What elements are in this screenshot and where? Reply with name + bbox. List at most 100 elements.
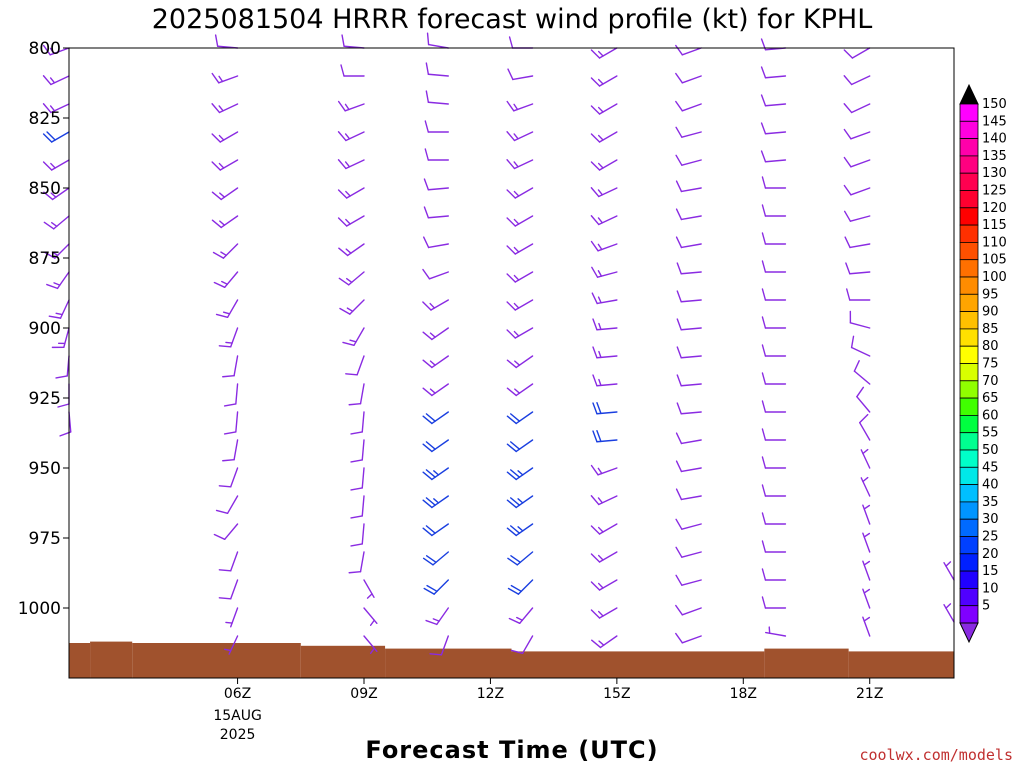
- wind-barb: [843, 156, 871, 168]
- wind-barb: [590, 464, 618, 476]
- wind-barb: [363, 579, 375, 599]
- wind-barb: [590, 103, 618, 115]
- terrain-block: [385, 648, 512, 678]
- wind-barb: [423, 579, 449, 595]
- colorbar-segment: [959, 328, 979, 347]
- wind-barb: [506, 187, 534, 199]
- colorbar-label: 90: [982, 305, 999, 320]
- y-tick-label: 850: [29, 179, 61, 199]
- credit-text: coolwx.com/models: [859, 746, 1013, 764]
- wind-barb: [506, 327, 534, 339]
- wind-barb: [591, 266, 618, 278]
- colorbar-segment: [959, 414, 979, 434]
- colorbar-segment: [959, 293, 979, 312]
- colorbar-segment: [959, 311, 979, 330]
- wind-barb: [675, 488, 702, 501]
- wind-barb: [510, 635, 534, 655]
- wind-barb: [761, 484, 787, 497]
- x-tick-label: 12Z: [477, 686, 504, 702]
- colorbar-label: 125: [982, 184, 1007, 199]
- wind-barb: [218, 579, 239, 600]
- wind-barb: [592, 429, 618, 443]
- wind-barb: [843, 103, 871, 114]
- x-year-label: 2025: [220, 727, 256, 743]
- wind-barb: [426, 32, 449, 49]
- colorbar-segment: [959, 224, 979, 243]
- wind-barb: [591, 635, 618, 649]
- wind-barb: [859, 413, 871, 441]
- wind-barb: [592, 346, 618, 359]
- wind-barb: [843, 128, 871, 140]
- colorbar-segment: [959, 397, 979, 416]
- wind-barb: [675, 604, 702, 616]
- wind-barb: [424, 120, 449, 133]
- wind-barb: [590, 131, 618, 143]
- colorbar-label: 40: [982, 478, 999, 493]
- wind-barb: [42, 44, 70, 56]
- terrain-block: [90, 641, 133, 678]
- wind-barb: [761, 344, 787, 357]
- colorbar-segment: [959, 380, 979, 399]
- wind-barb: [862, 504, 871, 525]
- terrain-block: [764, 648, 849, 678]
- colorbar-label: 120: [982, 201, 1007, 216]
- wind-barb: [337, 100, 365, 112]
- colorbar-segment: [959, 605, 979, 624]
- colorbar-label: 110: [982, 235, 1007, 250]
- wind-barb: [423, 236, 449, 249]
- wind-barb: [591, 292, 618, 305]
- wind-barb: [506, 355, 534, 369]
- wind-barb: [506, 100, 534, 112]
- wind-barb: [422, 355, 449, 369]
- wind-barb: [222, 355, 239, 378]
- colorbar-top-cap: [959, 83, 979, 105]
- wind-barb: [843, 184, 871, 196]
- wind-barb: [590, 75, 618, 87]
- wind-barb: [862, 560, 871, 581]
- colorbar-label: 105: [982, 253, 1007, 268]
- wind-barb: [340, 64, 365, 77]
- wind-barb: [761, 456, 787, 469]
- wind-barb: [843, 47, 871, 59]
- wind-barb: [675, 154, 702, 166]
- y-tick-label: 1000: [18, 599, 61, 619]
- wind-barb: [506, 215, 534, 227]
- colorbar-label: 115: [982, 218, 1007, 233]
- terrain-block: [132, 643, 217, 678]
- colorbar-label: 5: [982, 599, 990, 614]
- wind-barb: [590, 523, 618, 535]
- y-tick-label: 800: [29, 39, 61, 59]
- colorbar-segment: [959, 466, 979, 485]
- wind-barb: [675, 546, 702, 558]
- colorbar-label: 60: [982, 408, 999, 423]
- colorbar-label: 30: [982, 512, 999, 527]
- colorbar-label: 65: [982, 391, 999, 406]
- wind-barb: [422, 439, 449, 453]
- x-axis: 06Z 15AUG 2025 09Z 12Z 15Z 18Z 21Z: [213, 678, 883, 743]
- wind-barb: [348, 551, 365, 574]
- wind-barb: [844, 236, 871, 249]
- colorbar-label: 85: [982, 322, 999, 337]
- wind-barb: [760, 94, 787, 107]
- colorbar-segment: [959, 553, 979, 572]
- wind-barb: [506, 271, 534, 283]
- colorbar-segment: [959, 259, 979, 278]
- wind-barb: [849, 310, 871, 329]
- wind-barb: [337, 215, 365, 227]
- colorbar-label: 145: [982, 114, 1007, 129]
- colorbar-label: 25: [982, 530, 999, 545]
- wind-barb: [761, 232, 787, 245]
- colorbar-label: 100: [982, 270, 1007, 285]
- colorbar-label: 75: [982, 357, 999, 372]
- wind-barb: [44, 243, 70, 259]
- barbs-layer: [42, 32, 955, 656]
- x-tick-label: 15Z: [603, 686, 630, 702]
- colorbar-label: 15: [982, 564, 999, 579]
- wind-barb: [225, 607, 239, 628]
- wind-barb: [506, 243, 534, 255]
- colorbar-segment: [959, 345, 979, 364]
- wind-barb: [506, 523, 534, 537]
- wind-barb: [422, 551, 449, 566]
- wind-barb: [218, 327, 239, 348]
- wind-barb: [675, 100, 702, 112]
